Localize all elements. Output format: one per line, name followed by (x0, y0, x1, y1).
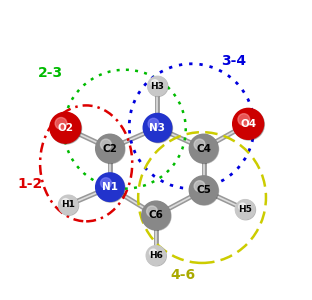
Text: H3: H3 (151, 82, 164, 91)
Circle shape (143, 202, 171, 230)
Text: H1: H1 (61, 200, 75, 209)
Text: O2: O2 (57, 123, 73, 133)
Text: O4: O4 (240, 119, 256, 129)
Circle shape (96, 173, 124, 201)
Circle shape (148, 77, 168, 96)
Circle shape (194, 139, 205, 150)
Text: 2-3: 2-3 (38, 66, 63, 80)
Text: C4: C4 (196, 143, 211, 154)
Circle shape (148, 76, 167, 96)
Circle shape (147, 246, 166, 266)
Circle shape (147, 206, 158, 217)
Circle shape (100, 178, 111, 189)
Text: C2: C2 (103, 143, 117, 154)
Text: H5: H5 (238, 205, 252, 214)
Circle shape (189, 134, 218, 163)
Text: H6: H6 (149, 251, 163, 260)
Circle shape (50, 112, 81, 143)
Circle shape (194, 181, 205, 192)
Circle shape (233, 108, 264, 139)
Circle shape (100, 139, 111, 150)
Circle shape (148, 118, 159, 129)
Circle shape (149, 249, 157, 256)
Text: N1: N1 (102, 182, 118, 192)
Text: 4-6: 4-6 (170, 268, 195, 282)
Circle shape (142, 201, 170, 230)
Circle shape (96, 134, 124, 163)
Circle shape (236, 200, 256, 220)
Circle shape (96, 135, 125, 164)
Circle shape (144, 114, 173, 143)
Text: 3-4: 3-4 (221, 54, 246, 68)
Text: N3: N3 (149, 123, 165, 133)
Text: C6: C6 (149, 210, 163, 220)
Circle shape (190, 135, 218, 164)
Circle shape (59, 195, 78, 215)
Circle shape (143, 113, 172, 142)
Circle shape (190, 177, 218, 205)
Circle shape (51, 113, 81, 144)
Circle shape (55, 118, 67, 129)
Text: 1-2: 1-2 (17, 177, 42, 191)
Circle shape (233, 109, 264, 140)
Circle shape (62, 199, 69, 206)
Circle shape (59, 196, 79, 215)
Circle shape (146, 246, 166, 265)
Circle shape (238, 114, 250, 125)
Circle shape (235, 200, 255, 219)
Circle shape (189, 176, 218, 204)
Circle shape (96, 174, 125, 202)
Circle shape (239, 203, 246, 210)
Circle shape (151, 80, 158, 87)
Text: C5: C5 (196, 185, 211, 195)
